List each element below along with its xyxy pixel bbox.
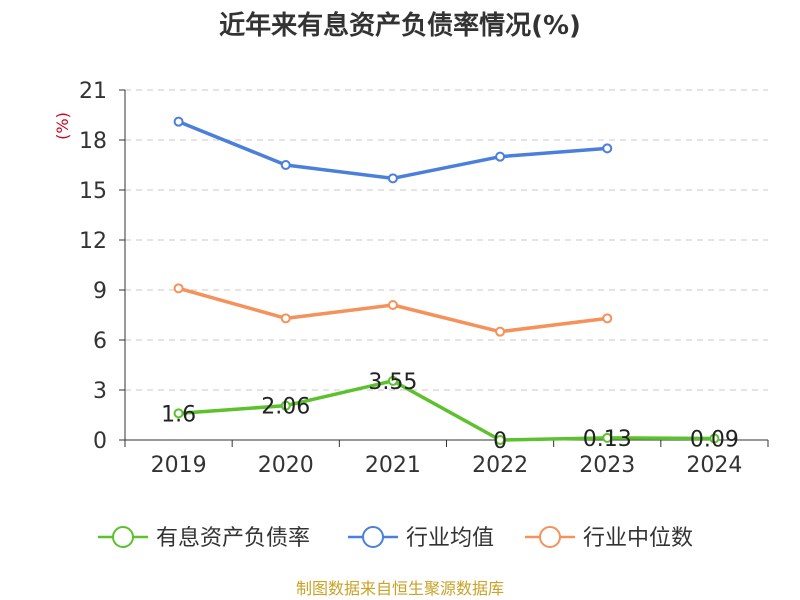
series-2: [173, 283, 613, 337]
legend-marker: [539, 526, 561, 548]
legend-label: 有息资产负债率: [156, 526, 310, 551]
y-tick-label: 15: [79, 179, 107, 204]
y-tick-label: 18: [79, 129, 107, 154]
legend-label: 行业均值: [406, 526, 494, 551]
data-point[interactable]: [280, 400, 291, 411]
data-point[interactable]: [495, 435, 506, 445]
legend-marker: [112, 526, 134, 548]
data-point[interactable]: [602, 143, 613, 154]
legend-item-1[interactable]: 行业均值: [348, 526, 494, 551]
data-label: 0: [493, 429, 507, 454]
data-source-note: 制图数据来自恒生聚源数据库: [296, 579, 504, 598]
data-point[interactable]: [495, 151, 506, 162]
series-line: [178, 379, 715, 442]
series-group: 1.6 2.06 3.55 0 0.13 0.09: [161, 116, 739, 454]
data-point[interactable]: [173, 116, 184, 127]
legend-item-0[interactable]: 有息资产负债率: [98, 526, 310, 551]
y-tick-label: 0: [93, 429, 107, 454]
data-point[interactable]: [495, 326, 506, 337]
y-tick-label: 6: [93, 329, 107, 354]
data-point[interactable]: [173, 408, 184, 419]
x-tick-label: 2023: [579, 453, 635, 478]
data-label: 1.6: [161, 402, 196, 427]
legend[interactable]: 有息资产负债率 行业均值 行业中位数: [98, 526, 693, 551]
gridlines: [125, 89, 768, 391]
data-label: 2.06: [261, 395, 310, 420]
data-point[interactable]: [280, 160, 291, 170]
x-tick-label: 2019: [151, 453, 207, 478]
y-tick-label: 21: [79, 79, 107, 104]
series-line: [177, 120, 608, 181]
data-label: 3.55: [368, 370, 417, 395]
data-point[interactable]: [280, 313, 291, 324]
data-point[interactable]: [709, 433, 720, 444]
y-tick-label: 9: [93, 279, 107, 304]
legend-item-2[interactable]: 行业中位数: [525, 526, 693, 551]
x-tick-label: 2024: [686, 453, 742, 478]
data-label: 0.13: [583, 427, 632, 452]
data-point[interactable]: [387, 300, 398, 310]
data-label: 0.09: [690, 428, 739, 453]
y-axis-unit: (%): [53, 112, 72, 140]
data-point[interactable]: [387, 375, 398, 386]
series-0: 1.6 2.06 3.55 0 0.13 0.09: [161, 370, 739, 454]
x-tick-label: 2022: [472, 453, 528, 478]
y-tick-label: 12: [79, 229, 107, 254]
series-1: [173, 116, 613, 184]
legend-marker: [362, 526, 384, 548]
x-tick-label: 2020: [258, 453, 314, 478]
data-point[interactable]: [173, 283, 184, 294]
data-point[interactable]: [602, 313, 613, 324]
data-point[interactable]: [387, 173, 398, 184]
x-tick-label: 2021: [365, 453, 421, 478]
legend-label: 行业中位数: [583, 526, 693, 551]
axes: 0 3 6 9 12 15 18 21 2019 2020 2021 2022 2023 2024: [79, 79, 769, 478]
chart-title: 近年来有息资产负债率情况(%): [219, 10, 581, 41]
y-tick-label: 3: [93, 379, 107, 404]
data-point[interactable]: [602, 432, 613, 443]
